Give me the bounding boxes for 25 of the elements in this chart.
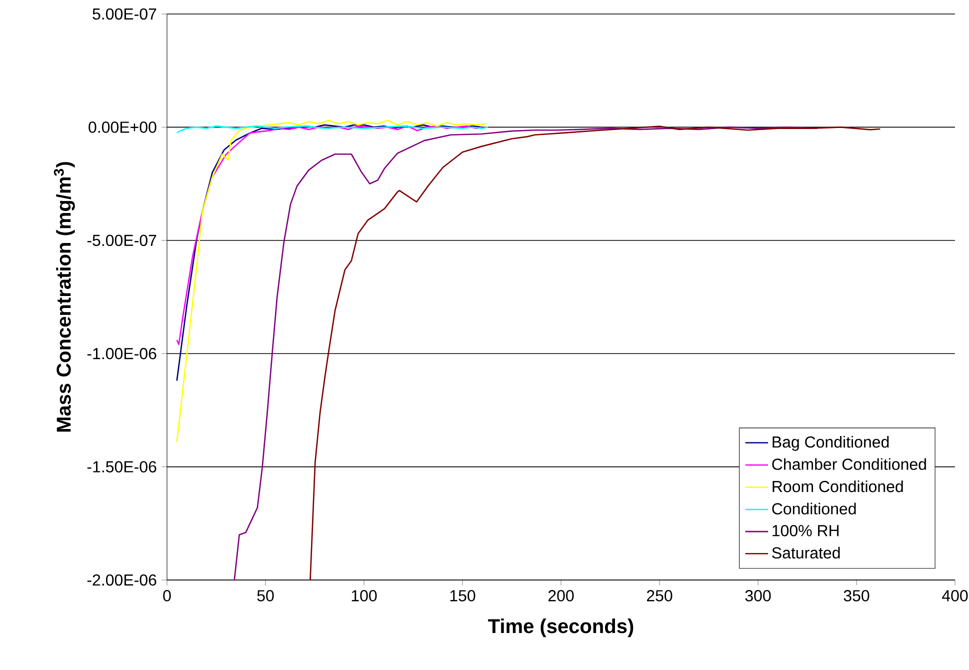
x-tick-label: 400: [942, 590, 968, 602]
legend-label: Bag Conditioned: [772, 436, 889, 451]
y-tick-label: 0.00E+00: [88, 122, 156, 133]
legend-label: Conditioned: [772, 502, 856, 514]
y-tick-label: -1.00E-06: [87, 348, 156, 360]
line-series: [176, 120, 487, 443]
y-axis-title: Mass Concentration (mg/m$^{3}$): [54, 162, 75, 432]
x-tick-label: 300: [745, 590, 771, 602]
x-tick-label: 50: [257, 590, 274, 602]
x-tick-label: 0: [163, 590, 171, 602]
line-series: [176, 125, 489, 134]
legend-label: Chamber Conditioned: [772, 458, 926, 470]
x-tick-label: 150: [450, 590, 476, 602]
x-axis-title: Time (seconds): [488, 618, 634, 638]
y-tick-label: -1.50E-06: [87, 461, 156, 472]
y-tick-label: -2.00E-06: [87, 574, 156, 586]
y-tick-label: 5.00E-07: [92, 8, 156, 20]
x-tick-label: 350: [844, 590, 870, 602]
y-tick-label: -5.00E-07: [87, 234, 156, 246]
x-tick-label: 100: [352, 590, 377, 602]
legend-label: Saturated: [772, 546, 840, 559]
legend-label: Room Conditioned: [772, 480, 903, 492]
x-tick-label: 250: [646, 590, 672, 602]
legend-label: 100% RH: [772, 524, 839, 536]
x-tick-label: 200: [548, 590, 574, 602]
